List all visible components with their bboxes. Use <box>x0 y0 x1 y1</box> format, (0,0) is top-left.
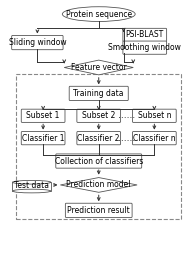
Text: Classifier 2: Classifier 2 <box>77 134 120 143</box>
Polygon shape <box>60 178 137 192</box>
Text: Prediction result: Prediction result <box>67 206 130 215</box>
Text: Smoothing window: Smoothing window <box>108 43 181 52</box>
FancyBboxPatch shape <box>65 203 132 217</box>
Text: Sliding window: Sliding window <box>9 38 66 47</box>
Text: Protein sequence: Protein sequence <box>66 10 132 19</box>
Ellipse shape <box>13 189 51 193</box>
Ellipse shape <box>13 180 51 184</box>
Text: ......: ...... <box>118 134 135 143</box>
Text: Subset 2: Subset 2 <box>82 111 115 120</box>
Text: Subset n: Subset n <box>138 111 171 120</box>
FancyBboxPatch shape <box>56 154 142 168</box>
Polygon shape <box>64 60 133 75</box>
FancyBboxPatch shape <box>123 28 167 42</box>
Text: Collection of classifiers: Collection of classifiers <box>54 157 143 166</box>
Text: ......: ...... <box>118 111 135 120</box>
Text: Test data: Test data <box>14 181 49 190</box>
FancyBboxPatch shape <box>21 132 65 145</box>
Text: Prediction model: Prediction model <box>66 180 131 189</box>
Text: Classifier 1: Classifier 1 <box>22 134 64 143</box>
Text: Feature vector: Feature vector <box>71 63 127 72</box>
FancyBboxPatch shape <box>12 35 63 50</box>
Ellipse shape <box>62 7 135 22</box>
Text: Subset 1: Subset 1 <box>26 111 60 120</box>
FancyBboxPatch shape <box>13 182 51 191</box>
FancyBboxPatch shape <box>21 109 65 122</box>
FancyBboxPatch shape <box>132 109 176 122</box>
FancyBboxPatch shape <box>123 41 167 54</box>
FancyBboxPatch shape <box>77 109 121 122</box>
Text: Classifier n: Classifier n <box>133 134 176 143</box>
FancyBboxPatch shape <box>77 132 121 145</box>
FancyBboxPatch shape <box>132 132 176 145</box>
Text: Training data: Training data <box>74 89 124 98</box>
FancyBboxPatch shape <box>69 86 128 100</box>
Text: PSI-BLAST: PSI-BLAST <box>126 30 164 39</box>
